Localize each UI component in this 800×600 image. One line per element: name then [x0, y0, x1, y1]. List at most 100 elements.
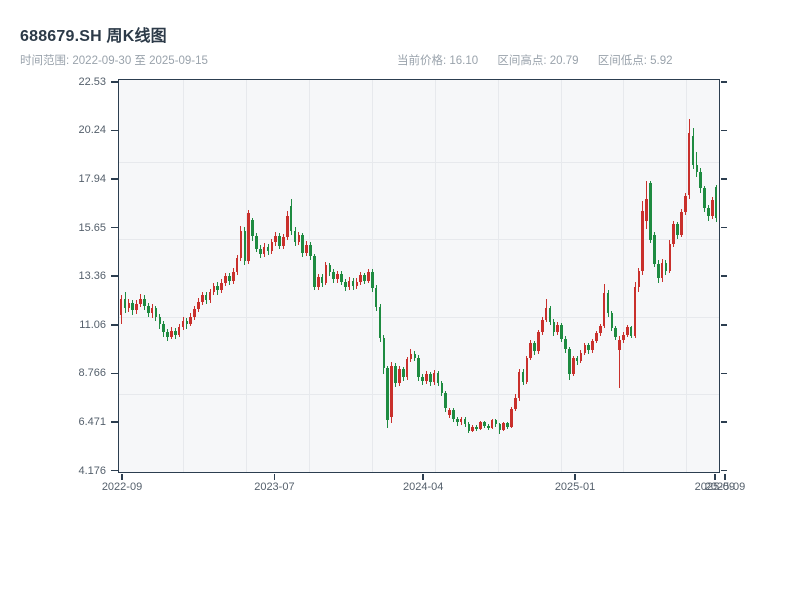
candle-body: [247, 212, 250, 262]
candle-body: [154, 308, 158, 317]
y-tick-mark-right: [720, 421, 727, 423]
x-tick-label: 2025-09: [704, 481, 746, 493]
y-tick-mark-left: [111, 372, 118, 375]
candle-body: [637, 271, 641, 287]
y-tick-mark-right: [720, 275, 727, 277]
y-tick-mark-left: [111, 81, 118, 83]
candle-body: [371, 272, 374, 288]
candle-body: [231, 272, 235, 281]
candle-body: [146, 305, 150, 314]
candle-body: [409, 353, 413, 359]
x-tick-mark: [724, 473, 726, 480]
candle-body: [185, 320, 189, 324]
candle-body: [363, 275, 366, 281]
candle-body: [374, 287, 378, 307]
candle-body: [618, 339, 621, 351]
candle-body: [243, 230, 247, 262]
y-tick-mark-right: [720, 129, 727, 132]
y-tick-label: 20.24: [78, 124, 106, 137]
x-tick-mark: [121, 473, 123, 480]
candle-body: [143, 298, 146, 306]
candle-body: [208, 292, 212, 300]
candle-body: [235, 258, 239, 273]
candle-body: [587, 345, 590, 351]
y-tick-mark-left: [111, 469, 118, 472]
page-title: 688679.SH 周K线图: [20, 28, 167, 45]
candle-body: [135, 303, 138, 311]
candle-body: [714, 187, 718, 219]
candle-body: [687, 133, 691, 195]
y-tick-mark-left: [111, 129, 118, 132]
candle-body: [262, 246, 266, 255]
candle-body: [622, 334, 625, 340]
gridline-vertical: [497, 80, 499, 472]
candle-body: [467, 423, 471, 431]
candle-body: [541, 319, 544, 333]
candle-body: [560, 324, 563, 339]
candle-body: [699, 171, 703, 189]
gridline-vertical: [308, 80, 310, 472]
gridline-vertical: [560, 80, 562, 472]
candle-body: [606, 293, 610, 314]
candle-body: [583, 345, 587, 353]
gridline-horizontal: [119, 316, 719, 318]
candle-body: [297, 235, 301, 243]
gridline-vertical: [245, 80, 247, 472]
candle-body: [316, 277, 320, 287]
candle-body: [575, 357, 579, 361]
candle-body: [405, 358, 409, 377]
candle-body: [413, 353, 417, 358]
candle-body: [220, 282, 223, 291]
candle-body: [158, 316, 162, 324]
candle-body: [598, 326, 602, 334]
candle-body: [529, 342, 533, 358]
candle-wick: [696, 152, 698, 177]
x-tick-label: 2022-09: [101, 481, 143, 493]
gridline-horizontal: [119, 239, 719, 241]
gridline-vertical: [435, 80, 437, 472]
candle-body: [629, 327, 633, 336]
candle-body: [193, 309, 196, 317]
candle-body: [660, 262, 664, 279]
candle-body: [421, 376, 424, 382]
candle-body: [649, 183, 652, 241]
candle-body: [201, 295, 204, 302]
candle-body: [386, 368, 390, 421]
y-tick-mark-left: [111, 275, 118, 277]
candle-body: [293, 230, 297, 243]
candle-body: [390, 366, 393, 418]
x-tick-label: 2023-07: [254, 481, 295, 493]
candle-body: [359, 275, 363, 282]
candle-body: [691, 135, 695, 166]
candle-body: [340, 274, 343, 282]
gridline-horizontal: [119, 161, 719, 163]
candle-body: [270, 242, 274, 251]
candle-body: [428, 373, 432, 383]
candle-body: [343, 281, 347, 287]
price-stats: 当前价格: 16.10 区间高点: 20.79 区间低点: 5.92: [397, 52, 689, 68]
candle-body: [204, 295, 208, 300]
candle-body: [401, 369, 405, 377]
candle-body: [494, 420, 498, 425]
x-tick-label: 2025-09: [694, 481, 735, 493]
candle-body: [150, 308, 154, 314]
candle-body: [274, 236, 278, 243]
candle-body: [139, 298, 142, 304]
candle-body: [595, 333, 598, 341]
candle-body: [309, 244, 312, 257]
candle-body: [626, 327, 629, 335]
gridline-vertical: [623, 80, 624, 472]
y-tick-label: 11.06: [79, 318, 106, 331]
candle-body: [355, 281, 359, 286]
plot-area: 22.53 20.24 17.94 15.65 13.36 11.06 8.766 6.471…: [78, 76, 745, 493]
time-range-label: 时间范围: 2022-09-30 至 2025-09-15: [20, 55, 208, 67]
candle-body: [197, 301, 200, 310]
y-tick-mark-left: [111, 178, 118, 180]
candle-body: [394, 366, 397, 384]
candle-body: [224, 276, 227, 283]
candle-body: [568, 349, 571, 374]
candle-body: [610, 313, 614, 329]
candle-body: [313, 256, 316, 287]
candle-body: [448, 409, 451, 415]
